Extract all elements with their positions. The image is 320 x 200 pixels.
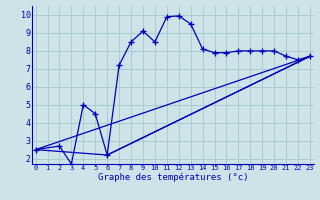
X-axis label: Graphe des températures (°c): Graphe des températures (°c) [98, 173, 248, 182]
